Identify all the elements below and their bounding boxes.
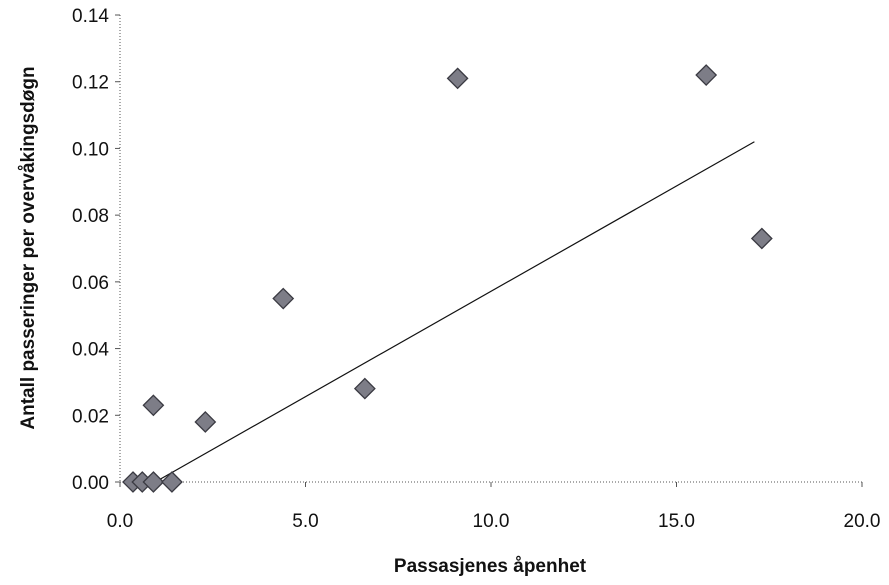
x-tick-label: 10.0: [473, 511, 510, 532]
data-point: [161, 471, 183, 493]
x-tick-label: 15.0: [658, 511, 695, 532]
data-point: [446, 67, 469, 90]
y-axis-title: Antall passeringer per overvåkingsdøgn: [18, 66, 39, 429]
y-tick-label: 0.04: [72, 340, 109, 361]
y-ticks: 0.00 0.02 0.04 0.06 0.08 0.10 0.12 0.14: [72, 6, 120, 494]
y-tick-label: 0.08: [72, 206, 109, 227]
x-tick-label: 20.0: [844, 511, 881, 532]
data-point: [750, 227, 773, 250]
data-point: [272, 287, 295, 310]
x-axis-title: Passasjenes åpenhet: [394, 556, 587, 577]
y-tick-label: 0.14: [72, 6, 109, 27]
plot-area: 0.0 5.0 10.0 15.0 20.0 0.000.020.040.060.080…: [72, 6, 880, 532]
y-tick-label: 0.00: [72, 473, 109, 494]
x-tick-label: 5.0: [292, 511, 318, 532]
data-point: [353, 377, 376, 400]
data-point: [194, 411, 217, 433]
y-tick-label: 0.06: [72, 273, 109, 294]
y-tick-label: 0.10: [72, 139, 109, 160]
data-point: [142, 471, 165, 493]
trendline: [154, 141, 755, 483]
y-tick-label: 0.02: [72, 406, 109, 427]
x-ticks: 0.0 5.0 10.0 15.0 20.0: [107, 482, 881, 532]
data-point: [695, 64, 718, 86]
y-tick-label: 0.12: [72, 73, 109, 94]
x-tick-label: 0.0: [107, 511, 133, 532]
data-points: [122, 64, 773, 493]
data-point: [142, 394, 165, 417]
